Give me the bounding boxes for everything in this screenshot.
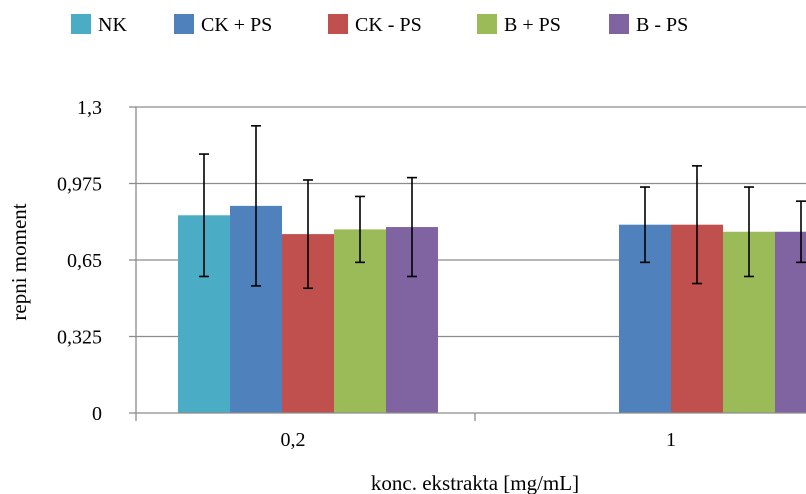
y-tick-label: 0,975 [57,174,102,196]
legend-swatch [71,14,91,34]
x-axis-title: konc. ekstrakta [mg/mL] [371,471,579,494]
legend-swatch [328,14,348,34]
y-tick-labels: 0 0,325 0,65 0,975 1,3 [57,97,102,425]
x-tick-label: 0,2 [281,429,306,451]
legend-item: B - PS [609,14,688,36]
y-tick-label: 0 [92,403,102,425]
legend-swatch [174,14,194,34]
legend-item: CK - PS [328,14,422,36]
x-tick-labels: 0,2 1 [281,429,677,451]
axes [129,106,806,421]
y-tick-label: 1,3 [77,97,102,119]
legend-label: B - PS [636,14,688,36]
legend-swatch [477,14,497,34]
legend-item: B + PS [477,14,561,36]
legend-label: B + PS [504,14,561,36]
legend-label: NK [98,14,127,36]
error-bars [199,125,806,290]
bars [178,205,806,413]
y-tick-label: 0,325 [57,327,102,349]
x-tick-label: 1 [666,429,676,451]
legend-label: CK + PS [201,14,272,36]
y-tick-label: 0,65 [67,250,102,272]
legend-item: CK + PS [174,14,272,36]
legend-swatch [609,14,629,34]
y-axis-title: repni moment [7,203,31,320]
legend: NK CK + PS CK - PS B + PS B - PS [71,14,688,36]
legend-item: NK [71,14,127,36]
legend-label: CK - PS [355,14,422,36]
